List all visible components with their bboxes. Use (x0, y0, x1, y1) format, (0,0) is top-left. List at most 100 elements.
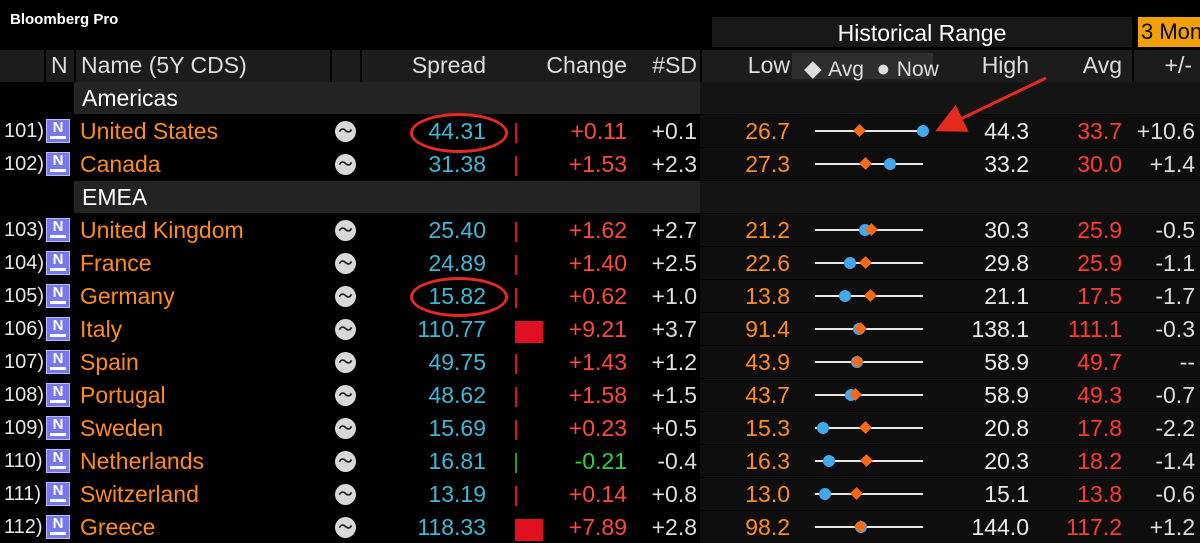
table-row[interactable]: 104) N France 〜 24.89 +1.40 +2.5 22.6 29.8 25.9 -1… (0, 247, 1200, 279)
security-name[interactable]: Portugal (80, 382, 166, 408)
change-vs-avg: -0.3 (1155, 316, 1195, 342)
col-sd[interactable]: #SD (652, 52, 697, 78)
change-value: +1.62 (568, 217, 627, 243)
row-number: 105) (4, 285, 45, 307)
col-name[interactable]: Name (5Y CDS) (81, 52, 247, 78)
table-row[interactable]: 109) N Sweden 〜 15.69 +0.23 +0.5 15.3 20.8 17.8 -2… (0, 412, 1200, 444)
news-icon[interactable]: N (46, 482, 70, 506)
range-low: 16.3 (745, 448, 790, 474)
col-avg[interactable]: Avg (1082, 52, 1122, 78)
now-marker-icon (816, 422, 829, 434)
change-value: +0.11 (570, 118, 628, 144)
range-band (700, 478, 1200, 510)
range-avg: 18.2 (1077, 448, 1122, 474)
col-spread[interactable]: Spread (411, 52, 486, 78)
table-row[interactable]: 111) N Switzerland 〜 13.19 +0.14 +0.8 13.0 15.1 1… (0, 478, 1200, 510)
news-icon[interactable]: N (46, 383, 70, 407)
spread-value: 13.19 (428, 481, 486, 507)
news-icon[interactable]: N (46, 350, 70, 374)
now-marker-icon (823, 455, 836, 467)
news-icon[interactable]: N (46, 119, 70, 143)
chart-icon[interactable]: 〜 (335, 154, 356, 175)
group-label: Americas (82, 85, 178, 111)
range-low: 91.4 (745, 316, 790, 342)
now-marker-icon (839, 290, 852, 302)
range-avg: 33.7 (1077, 118, 1122, 144)
security-name[interactable]: United Kingdom (80, 217, 244, 243)
range-low: 13.8 (745, 283, 790, 309)
range-high: 20.3 (984, 448, 1029, 474)
std-dev-value: +2.3 (651, 151, 697, 177)
now-marker-icon (917, 125, 929, 137)
group-header-background (74, 82, 700, 114)
table-row[interactable]: 102) N Canada 〜 31.38 +1.53 +2.3 27.3 33.2 30.0 +1… (0, 148, 1200, 180)
news-icon[interactable]: N (46, 416, 70, 440)
col-change-vs-avg[interactable]: +/- (1164, 52, 1192, 78)
security-name[interactable]: Germany (80, 283, 175, 309)
avg-diamond-icon: ◆ (804, 55, 822, 81)
row-number: 102) (4, 153, 45, 175)
range-band (700, 379, 1200, 411)
security-name[interactable]: France (80, 250, 152, 276)
col-n[interactable]: N (51, 52, 68, 78)
security-name[interactable]: Netherlands (80, 448, 205, 474)
security-name[interactable]: Sweden (80, 415, 164, 441)
table-row[interactable]: 106) N Italy 〜 110.77 +9.21 +3.7 91.4 138.1 111.1… (0, 313, 1200, 345)
chart-icon[interactable]: 〜 (335, 352, 356, 373)
chart-icon[interactable]: 〜 (335, 517, 356, 538)
chart-icon[interactable]: 〜 (335, 253, 356, 274)
row-number: 112) (4, 516, 43, 538)
table-row[interactable]: 112) N Greece 〜 118.33 +7.89 +2.8 98.2 144.0 117.… (0, 511, 1200, 543)
col-change[interactable]: Change (546, 52, 627, 78)
spread-value: 48.62 (428, 382, 486, 408)
table-row[interactable]: 108) N Portugal 〜 48.62 +1.58 +1.5 43.7 58.9 49.3… (0, 379, 1200, 411)
col-high[interactable]: High (981, 52, 1029, 78)
std-dev-value: +2.5 (651, 250, 697, 276)
std-dev-value: +1.2 (651, 349, 697, 375)
change-bar (515, 387, 517, 407)
chart-icon[interactable]: 〜 (335, 286, 356, 307)
std-dev-value: +2.8 (651, 514, 697, 540)
change-vs-avg: -0.7 (1155, 382, 1195, 408)
range-band (700, 148, 1200, 180)
chart-icon[interactable]: 〜 (335, 385, 356, 406)
news-icon[interactable]: N (46, 449, 70, 473)
security-name[interactable]: Canada (80, 151, 161, 177)
change-bar (515, 354, 517, 374)
range-low: 43.9 (745, 349, 790, 375)
range-avg: 25.9 (1077, 217, 1122, 243)
range-band (700, 280, 1200, 312)
row-number: 103) (4, 219, 45, 241)
news-icon[interactable]: N (46, 152, 70, 176)
security-name[interactable]: Greece (80, 514, 156, 540)
change-value: +1.58 (568, 382, 627, 408)
news-icon[interactable]: N (46, 317, 70, 341)
change-vs-avg: -1.1 (1155, 250, 1195, 276)
group-header-range-background (700, 181, 1200, 213)
news-icon[interactable]: N (46, 284, 70, 308)
security-name[interactable]: Spain (80, 349, 139, 375)
period-button[interactable]: 3 Mon (1138, 17, 1200, 47)
chart-icon[interactable]: 〜 (335, 418, 356, 439)
range-low: 13.0 (745, 481, 790, 507)
security-name[interactable]: United States (80, 118, 219, 144)
change-value: +9.21 (568, 316, 627, 342)
change-value: +0.62 (568, 283, 627, 309)
col-low[interactable]: Low (747, 52, 790, 78)
news-icon[interactable]: N (46, 218, 70, 242)
chart-icon[interactable]: 〜 (335, 220, 356, 241)
table-row[interactable]: 105) N Germany 〜 15.82 +0.62 +1.0 13.8 21.1 17.5-… (0, 280, 1200, 312)
chart-icon[interactable]: 〜 (335, 121, 356, 142)
table-row[interactable]: 107) N Spain 〜 49.75 +1.43 +1.2 43.9 58.9 49.7 -- (0, 346, 1200, 378)
range-low: 15.3 (745, 415, 790, 441)
security-name[interactable]: Italy (80, 316, 123, 342)
change-value: +0.23 (568, 415, 627, 441)
news-icon[interactable]: N (46, 515, 70, 539)
table-row[interactable]: 110) N Netherlands 〜 16.81 -0.21 -0.4 16.3 20.3 1… (0, 445, 1200, 477)
table-row[interactable]: 103) N United Kingdom 〜 25.40 +1.62 +2.7 21.2 30… (0, 214, 1200, 246)
chart-icon[interactable]: 〜 (335, 319, 356, 340)
security-name[interactable]: Switzerland (80, 481, 199, 507)
chart-icon[interactable]: 〜 (335, 451, 356, 472)
news-icon[interactable]: N (46, 251, 70, 275)
chart-icon[interactable]: 〜 (335, 484, 356, 505)
